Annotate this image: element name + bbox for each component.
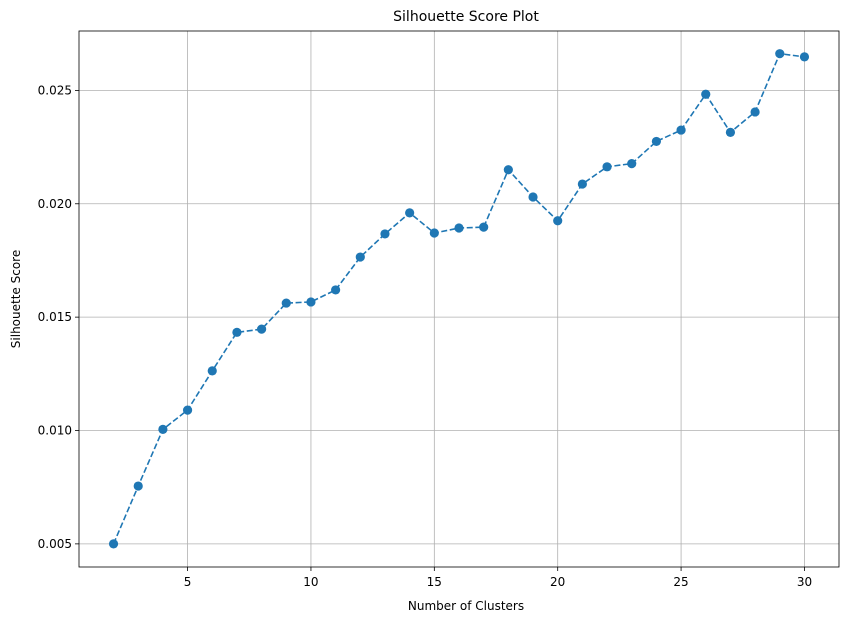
data-point — [355, 252, 365, 262]
data-point — [405, 208, 415, 218]
data-point — [256, 324, 267, 334]
data-point — [725, 127, 736, 137]
data-point — [627, 159, 637, 169]
data-point — [281, 298, 291, 308]
y-tick-label: 0.025 — [38, 83, 72, 97]
data-point — [750, 107, 760, 117]
x-tick-label: 20 — [550, 575, 565, 589]
grid-layer — [79, 31, 839, 567]
series-layer — [108, 49, 810, 549]
x-tick-label: 10 — [303, 575, 318, 589]
y-tick-label: 0.005 — [38, 537, 72, 551]
y-tick-label: 0.010 — [38, 424, 72, 438]
data-point — [602, 162, 612, 172]
data-point — [577, 179, 587, 189]
x-tick-label: 5 — [184, 575, 192, 589]
data-point — [158, 424, 168, 434]
plot-frame — [78, 30, 840, 568]
data-point — [306, 297, 316, 307]
y-tick-label: 0.015 — [38, 310, 72, 324]
data-point — [207, 366, 217, 376]
data-point — [133, 481, 143, 491]
data-point — [182, 405, 193, 415]
data-point — [479, 222, 489, 232]
data-point — [380, 229, 390, 239]
axes-layer: 5 10 15 20 25 30 0.005 0.010 0.015 0.020 0.025 — [38, 83, 812, 589]
data-point — [429, 228, 439, 238]
data-point — [799, 52, 810, 62]
x-tick-label: 25 — [673, 575, 688, 589]
data-point — [775, 49, 785, 59]
data-point — [108, 539, 119, 549]
data-point — [528, 192, 538, 202]
x-axis-label: Number of Clusters — [408, 599, 524, 613]
data-point — [553, 216, 563, 226]
x-tick-label: 30 — [797, 575, 812, 589]
data-point — [331, 285, 341, 295]
data-point — [503, 165, 513, 175]
y-tick-label: 0.020 — [38, 197, 72, 211]
y-axis-label: Silhouette Score — [9, 250, 23, 348]
data-point — [454, 223, 464, 233]
data-point — [701, 89, 711, 99]
series-line — [112, 52, 805, 545]
data-point — [232, 327, 242, 337]
x-tick-label: 15 — [427, 575, 442, 589]
chart-title: Silhouette Score Plot — [393, 9, 539, 25]
data-point — [676, 125, 686, 135]
data-point — [651, 136, 662, 147]
